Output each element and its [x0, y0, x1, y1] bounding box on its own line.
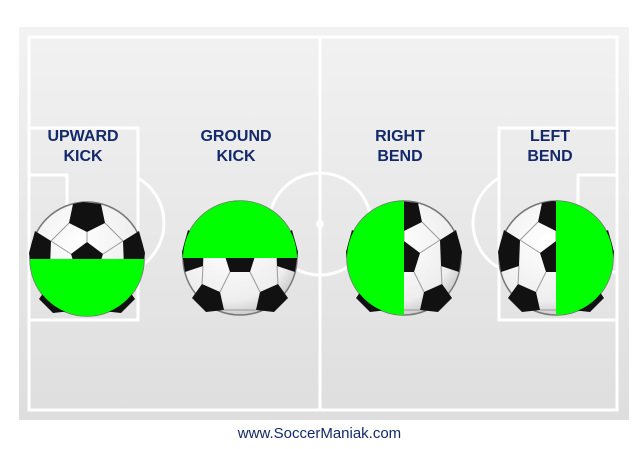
upward-kick-label-line1: UPWARD — [47, 128, 119, 145]
left-bend-label: LEFT BEND — [490, 127, 610, 167]
pitch-lines — [27, 35, 619, 412]
upward-kick-ball — [28, 201, 146, 317]
website-url: www.SoccerManiak.com — [237, 425, 402, 442]
upward-kick-label: UPWARD KICK — [23, 127, 143, 167]
left-bend-label-line2: BEND — [527, 148, 573, 165]
ground-kick-label-line1: GROUND — [200, 128, 272, 145]
ground-kick-label: GROUND KICK — [176, 127, 296, 167]
ground-kick-label-line2: KICK — [216, 148, 256, 165]
right-bend-label: RIGHT BEND — [340, 127, 460, 167]
right-bend-label-line1: RIGHT — [375, 128, 425, 145]
upward-kick-label-line2: KICK — [63, 148, 103, 165]
right-bend-label-line2: BEND — [377, 148, 423, 165]
center-spot — [316, 220, 324, 228]
left-bend-label-line1: LEFT — [530, 128, 570, 145]
